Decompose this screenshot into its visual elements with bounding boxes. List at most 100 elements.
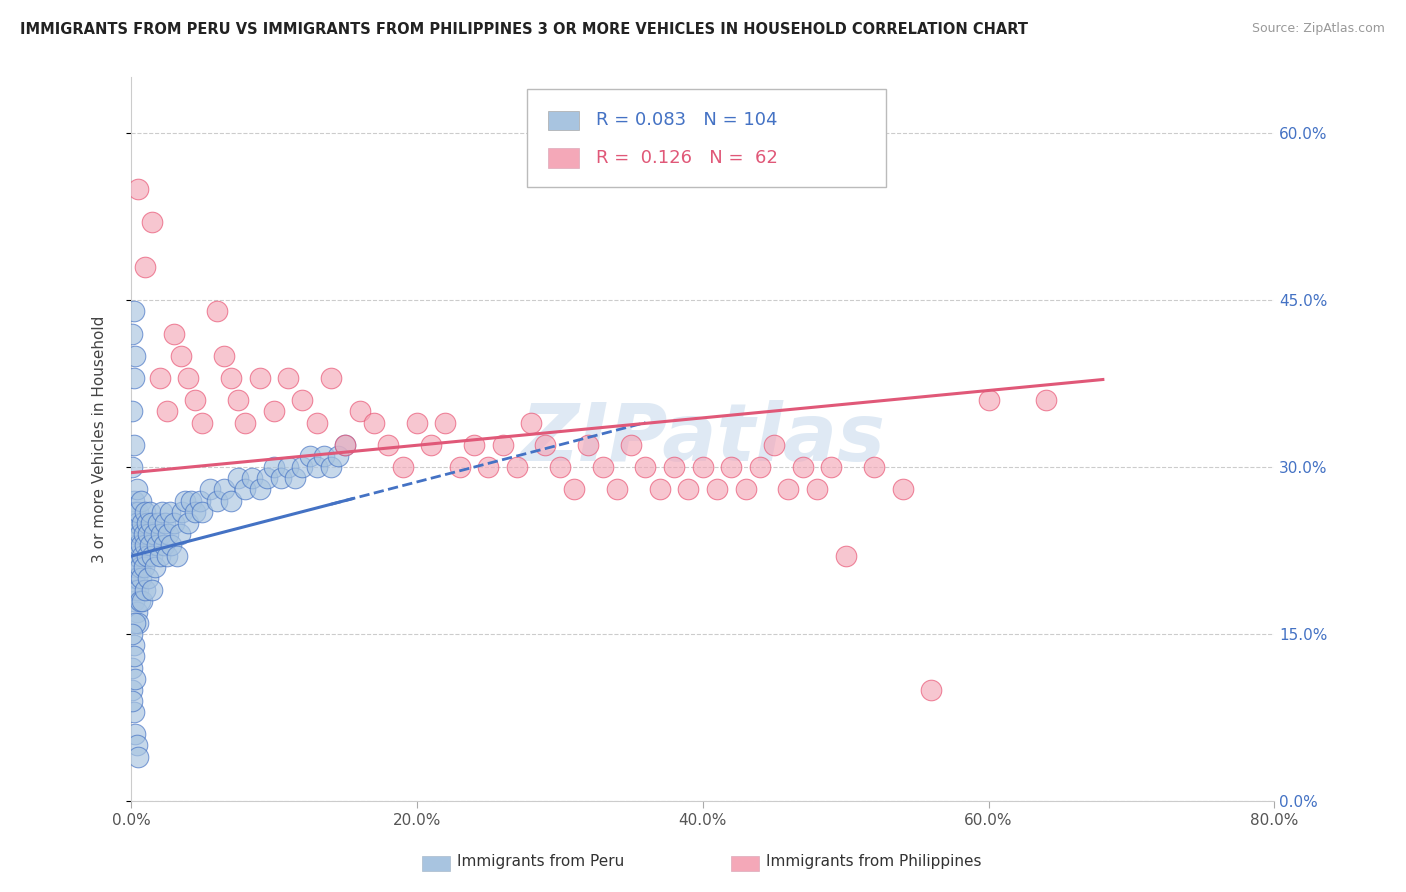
Point [335,438,357,452]
Point [834,549,856,564]
Point [291,460,314,475]
Point [125,549,148,564]
Point [138,538,160,552]
Point [405,416,427,430]
Point [249,371,271,385]
Point [520,416,543,430]
Point [219,371,242,385]
Text: Immigrants from Peru: Immigrants from Peru [457,855,624,869]
Point [124,672,146,686]
Point [125,483,148,497]
Point [891,483,914,497]
Point [270,471,292,485]
Point [778,483,800,497]
Point [305,416,328,430]
Point [121,326,143,341]
Point [298,449,321,463]
Point [174,493,197,508]
Point [132,560,155,574]
Point [128,560,150,574]
Point [127,182,149,196]
Point [706,483,728,497]
Point [145,538,167,552]
Point [620,438,643,452]
Point [125,739,148,753]
Point [159,505,181,519]
Point [134,260,156,274]
Point [172,505,194,519]
Point [219,493,242,508]
Point [135,549,157,564]
Point [121,460,143,475]
Point [191,416,214,430]
Point [734,483,756,497]
Point [349,404,371,418]
Point [122,493,145,508]
Point [377,438,399,452]
Point [191,505,214,519]
Point [122,593,145,607]
Point [129,571,152,585]
Y-axis label: 3 or more Vehicles in Household: 3 or more Vehicles in Household [93,316,107,563]
Point [678,483,700,497]
Point [205,304,228,318]
Point [319,371,342,385]
Point [576,438,599,452]
Point [122,705,145,719]
Point [163,326,186,341]
Point [170,349,193,363]
Point [263,460,285,475]
Point [122,649,145,664]
Point [562,483,585,497]
Point [212,483,235,497]
Point [806,483,828,497]
Point [184,505,207,519]
Point [920,682,942,697]
Point [127,505,149,519]
Point [127,582,149,597]
Point [160,538,183,552]
Point [156,404,179,418]
Point [692,460,714,475]
Point [634,460,657,475]
Point [291,393,314,408]
Point [122,571,145,585]
Point [205,493,228,508]
Point [136,527,159,541]
Point [138,505,160,519]
Point [132,527,155,541]
Point [184,393,207,408]
Point [131,593,153,607]
Point [121,516,143,530]
Point [188,493,211,508]
Point [149,527,172,541]
Point [463,438,485,452]
Point [131,516,153,530]
Point [163,516,186,530]
Point [177,371,200,385]
Point [363,416,385,430]
Text: Immigrants from Philippines: Immigrants from Philippines [766,855,981,869]
Point [124,560,146,574]
Point [134,538,156,552]
Point [128,593,150,607]
Point [121,694,143,708]
Point [122,304,145,318]
Point [129,493,152,508]
Text: R =  0.126   N =  62: R = 0.126 N = 62 [596,149,778,167]
Text: Source: ZipAtlas.com: Source: ZipAtlas.com [1251,22,1385,36]
Point [122,371,145,385]
Point [146,516,169,530]
Point [249,483,271,497]
Point [648,483,671,497]
Point [141,582,163,597]
Point [233,483,256,497]
Point [121,549,143,564]
Point [820,460,842,475]
Point [134,505,156,519]
Point [124,527,146,541]
Point [128,527,150,541]
Point [263,404,285,418]
Point [792,460,814,475]
Point [277,371,299,385]
